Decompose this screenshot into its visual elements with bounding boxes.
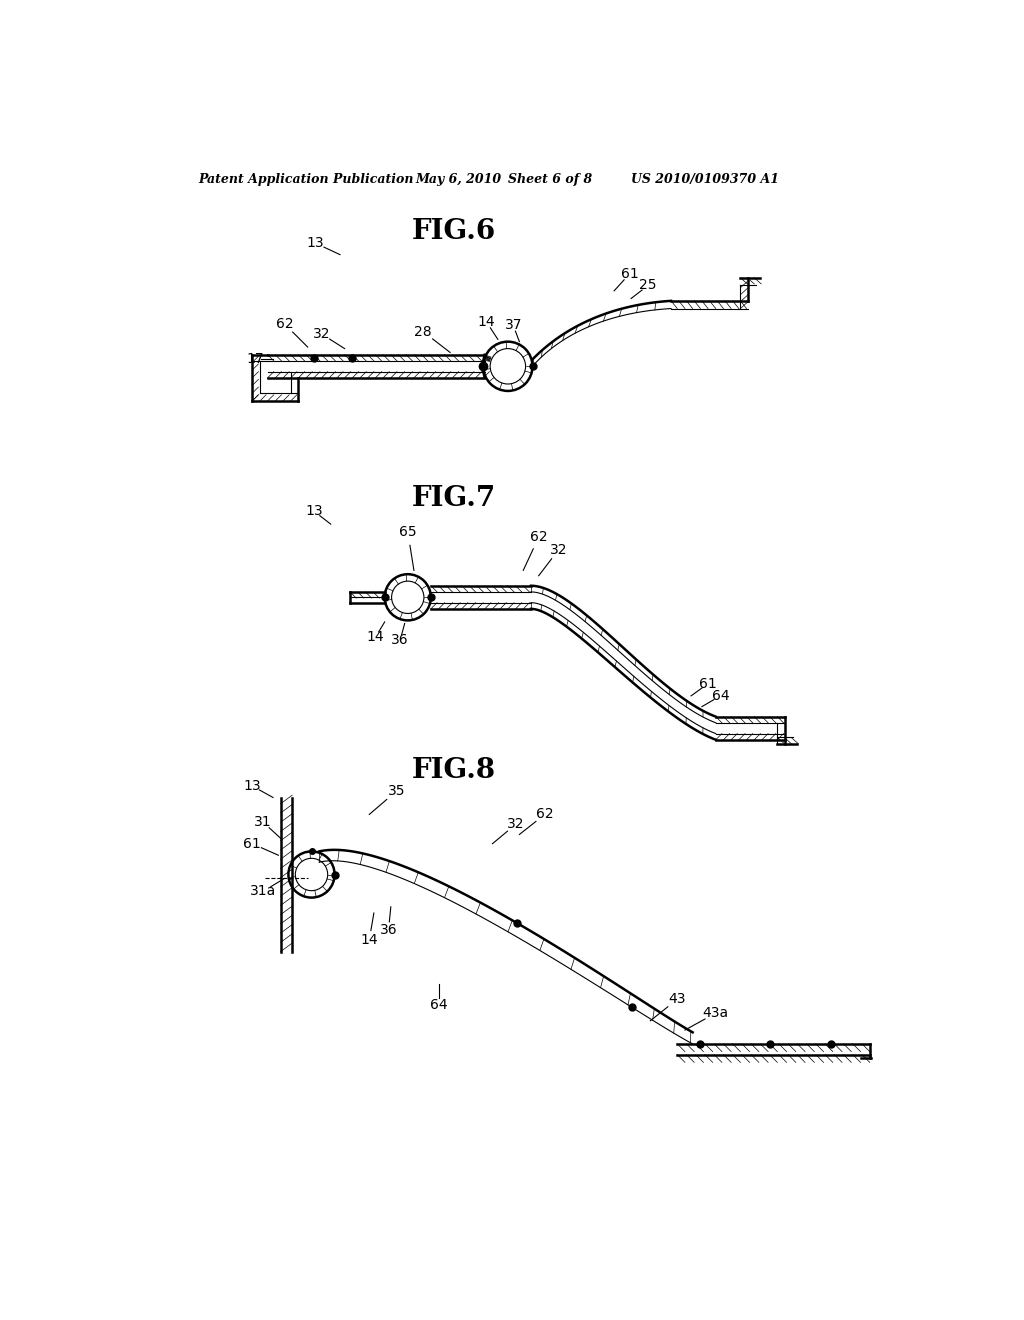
Text: US 2010/0109370 A1: US 2010/0109370 A1 <box>631 173 779 186</box>
Text: 64: 64 <box>430 998 447 1012</box>
Text: FIG.7: FIG.7 <box>412 486 496 512</box>
Text: 28: 28 <box>415 325 432 339</box>
Text: 14: 14 <box>367 631 384 644</box>
Text: 32: 32 <box>312 327 331 341</box>
Text: 35: 35 <box>387 784 404 799</box>
Text: 32: 32 <box>507 817 524 832</box>
Text: 36: 36 <box>380 923 397 937</box>
Text: FIG.8: FIG.8 <box>412 758 496 784</box>
Text: 43: 43 <box>669 993 686 1006</box>
Text: Sheet 6 of 8: Sheet 6 of 8 <box>508 173 592 186</box>
Text: 13: 13 <box>244 779 261 793</box>
Text: FIG.6: FIG.6 <box>412 218 496 246</box>
Text: 14: 14 <box>360 933 378 946</box>
Text: 43a: 43a <box>702 1006 729 1020</box>
Text: 13: 13 <box>306 236 325 249</box>
Text: 36: 36 <box>391 634 409 647</box>
Text: May 6, 2010: May 6, 2010 <box>416 173 502 186</box>
Text: 65: 65 <box>399 525 417 539</box>
Text: 61: 61 <box>699 677 717 690</box>
Text: 25: 25 <box>639 279 656 293</box>
Text: 37: 37 <box>505 318 522 333</box>
Text: 31a: 31a <box>250 884 276 899</box>
Text: 32: 32 <box>550 543 567 557</box>
Text: Patent Application Publication: Patent Application Publication <box>199 173 414 186</box>
Text: 13: 13 <box>305 504 323 517</box>
Text: 14: 14 <box>477 314 496 329</box>
Text: 64: 64 <box>712 689 729 702</box>
Text: 61: 61 <box>621 267 638 281</box>
Text: 61: 61 <box>244 837 261 850</box>
Text: 62: 62 <box>529 531 548 544</box>
Text: 17: 17 <box>247 351 264 366</box>
Text: 31: 31 <box>254 816 271 829</box>
Text: 62: 62 <box>536 808 554 821</box>
Text: 62: 62 <box>275 317 293 331</box>
